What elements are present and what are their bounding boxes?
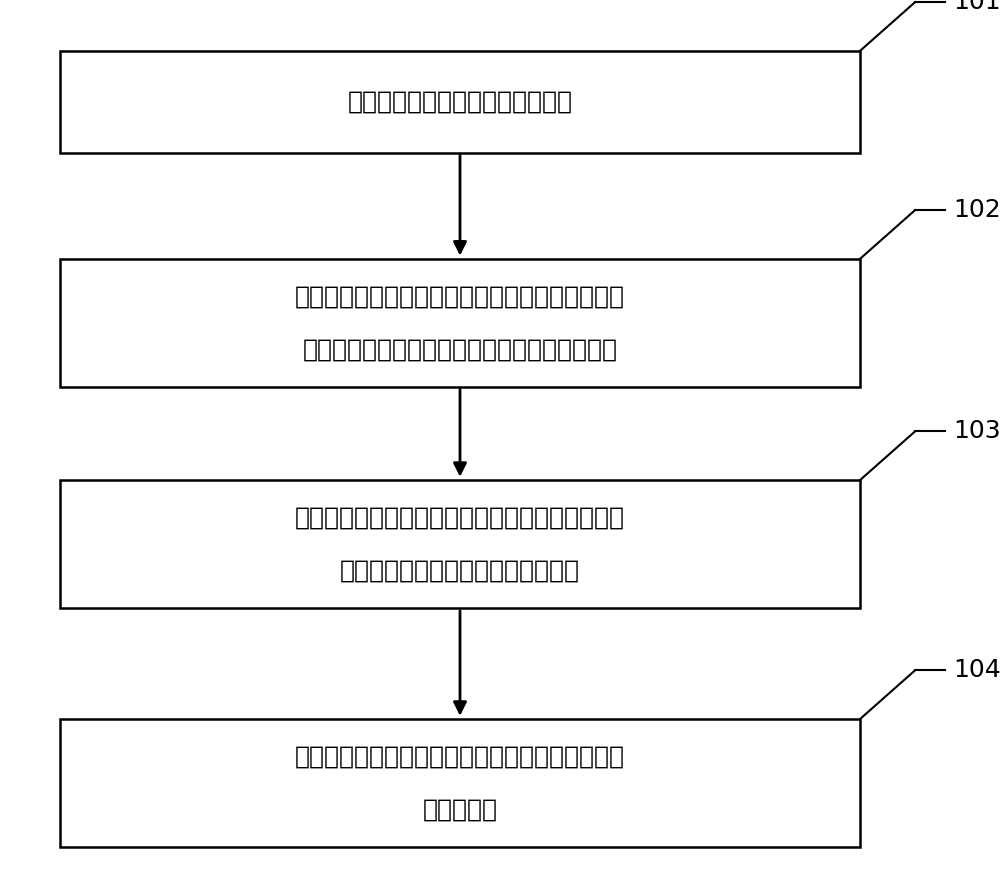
Text: 将序列化后的存储列表封装为区块，并将该区块广: 将序列化后的存储列表封装为区块，并将该区块广: [295, 744, 625, 769]
Text: 根据交易池中交易的交易双方信息和子链数量确定: 根据交易池中交易的交易双方信息和子链数量确定: [295, 284, 625, 309]
Text: 播到联盟链: 播到联盟链: [422, 797, 498, 822]
Bar: [60, 258, 860, 388]
Text: 交易记录插入到该子链的存储列表中: 交易记录插入到该子链的存储列表中: [340, 558, 580, 583]
Text: 交易所属的子链，并将交易添加到对应的子链中: 交易所属的子链，并将交易添加到对应的子链中: [302, 337, 618, 362]
Text: 104: 104: [953, 658, 1000, 682]
Text: 根据子链中交易的摘要和交易生成交易记录，并将: 根据子链中交易的摘要和交易生成交易记录，并将: [295, 505, 625, 530]
Bar: [60, 50, 860, 152]
Text: 102: 102: [953, 198, 1000, 222]
Text: 101: 101: [953, 0, 1000, 14]
Bar: [60, 480, 860, 609]
Bar: [60, 719, 860, 848]
Text: 103: 103: [953, 419, 1000, 443]
Text: 对联盟链进行划分，得到若干子链: 对联盟链进行划分，得到若干子链: [348, 89, 572, 114]
